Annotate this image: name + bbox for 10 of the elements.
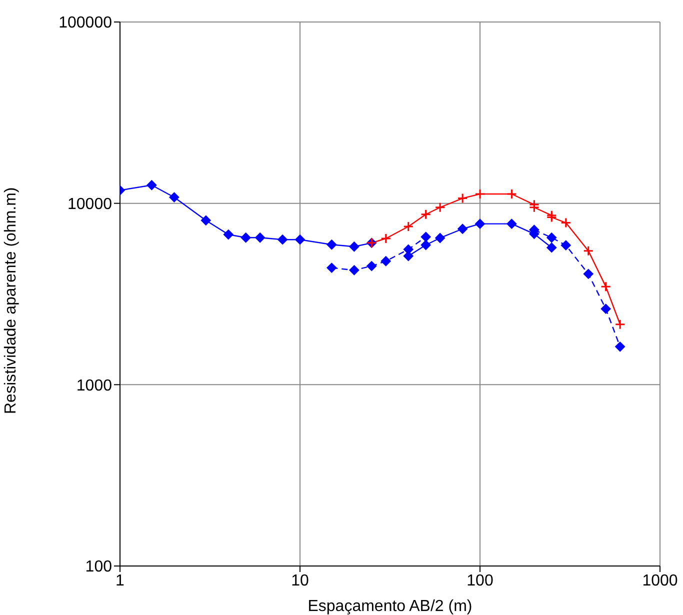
y-tick-label: 10000 (68, 196, 112, 214)
x-tick-label: 10 (291, 572, 309, 590)
x-axis-title: Espaçamento AB/2 (m) (308, 598, 472, 615)
y-tick-label: 100000 (58, 14, 112, 32)
y-tick-label: 1000 (76, 377, 112, 394)
x-tick-label: 1000 (642, 572, 678, 590)
y-tick-label: 100 (85, 558, 112, 576)
x-tick-label: 100 (466, 572, 494, 590)
x-tick-label: 1 (116, 572, 125, 590)
y-axis-title: Resistividade aparente (ohm.m) (2, 187, 20, 414)
